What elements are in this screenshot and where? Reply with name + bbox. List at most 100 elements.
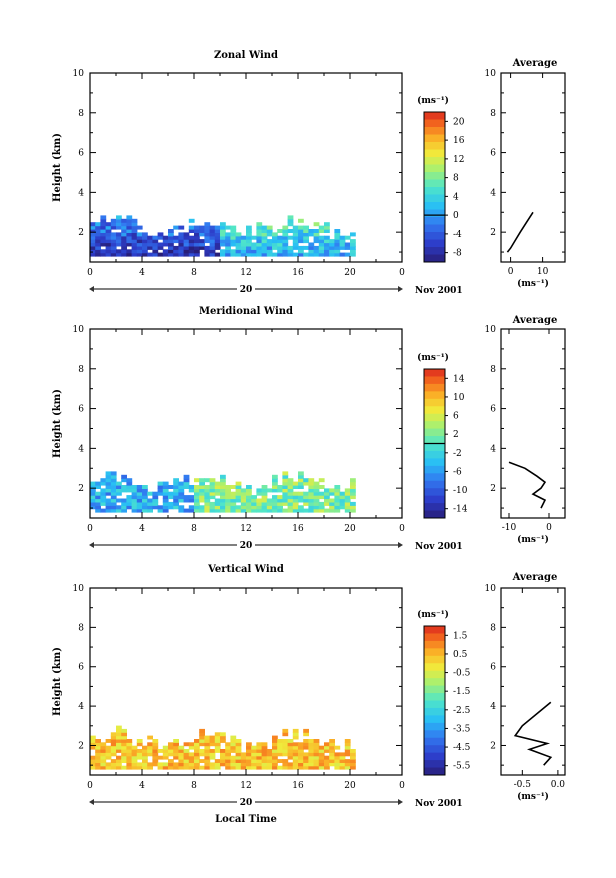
heatmap-cell: [303, 501, 309, 506]
heatmap-cell: [209, 245, 216, 250]
heatmap-cell: [287, 752, 294, 757]
heatmap-cell: [235, 505, 242, 510]
heatmap-cell: [344, 498, 351, 503]
heatmap-cell: [110, 762, 117, 767]
heatmap-cell: [251, 762, 257, 767]
average-y-tick-label: 8: [490, 109, 496, 119]
average-panel: Average 2 4 6 8 10 -0.5 0.0(ms⁻¹): [485, 572, 566, 802]
heatmap-cell: [308, 495, 315, 500]
heatmap-cell: [157, 491, 164, 496]
heatmap-cell: [110, 245, 117, 250]
heatmap-cell: [121, 739, 127, 743]
heatmap-cell: [173, 749, 179, 753]
heatmap-cell: [334, 501, 341, 506]
heatmap-cell: [251, 745, 257, 750]
heatmap-cell: [235, 495, 242, 500]
heatmap-cell: [272, 239, 278, 244]
heatmap-cell: [334, 242, 341, 247]
colorbar-segment: [424, 495, 445, 504]
heatmap-cell: [194, 478, 200, 483]
heatmap-cell: [308, 488, 315, 493]
heatmap-cell: [136, 249, 143, 254]
date-bar-right-marker: [398, 542, 403, 548]
heatmap-cell: [225, 242, 231, 247]
colorbar-segment: [424, 707, 445, 716]
heatmap-cell: [199, 481, 205, 486]
heatmap-cell: [235, 239, 242, 244]
heatmap-cell: [350, 245, 356, 250]
heatmap-cell: [188, 235, 195, 240]
average-frame: [500, 587, 566, 776]
heatmap-cell: [100, 508, 107, 513]
heatmap-cell: [121, 501, 127, 506]
heatmap-cell: [350, 488, 356, 493]
heatmap-cell: [168, 235, 174, 240]
x-tick-label: 16: [292, 524, 304, 534]
heatmap-cell: [142, 755, 148, 760]
heatmap-cell: [142, 245, 148, 250]
heatmap-cell: [334, 252, 341, 257]
heatmap-cell: [298, 471, 304, 476]
x-tick-label: 12: [240, 524, 251, 534]
heatmap-cell: [344, 508, 351, 513]
heatmap-cell: [121, 478, 127, 483]
heatmap-cell: [110, 508, 117, 513]
heatmap-cell: [308, 739, 315, 743]
heatmap-cell: [339, 498, 346, 503]
heatmap-cell: [350, 749, 356, 753]
heatmap-cell: [277, 235, 283, 240]
heatmap-cell: [292, 749, 299, 753]
heatmap-cell: [339, 491, 346, 496]
heatmap-cell: [214, 739, 221, 743]
heatmap-cell: [116, 215, 122, 220]
x-axis: 0 4 8 12 16 20 0: [87, 73, 405, 278]
x-tick-label: 20: [344, 524, 356, 534]
average-x-tick-label: 0: [546, 523, 552, 533]
heatmap-cell: [188, 488, 195, 493]
heatmap-cell: [199, 239, 205, 244]
heatmap-cell: [90, 235, 96, 240]
heatmap-cell: [220, 242, 226, 247]
heatmap-cell: [157, 481, 164, 486]
heatmap-cell: [287, 755, 294, 760]
heatmap-cell: [240, 759, 247, 763]
heatmap-cell: [298, 495, 304, 500]
colorbar-segment: [424, 383, 445, 392]
heatmap-cell: [214, 242, 221, 247]
heatmap-cell: [292, 498, 299, 503]
heatmap-cell: [334, 498, 341, 503]
heatmap-cell: [95, 745, 101, 750]
heatmap-cell: [116, 225, 122, 230]
x-axis: 0 4 8 12 16 20 0: [87, 329, 405, 534]
heatmap-cell: [209, 739, 216, 743]
heatmap-cell: [277, 501, 283, 506]
heatmap-cell: [142, 252, 148, 257]
average-y-tick-label: 2: [490, 228, 496, 238]
heatmap-cell: [100, 759, 107, 763]
heatmap-cell: [277, 239, 283, 244]
heatmap-cell: [287, 235, 294, 240]
heatmap-cell: [261, 225, 268, 230]
heatmap-cell: [90, 242, 96, 247]
heatmap-cell: [324, 749, 330, 753]
heatmap-cell: [287, 222, 294, 227]
heatmap-cell: [344, 235, 351, 240]
heatmap-cell: [136, 225, 143, 230]
heatmap-cell: [261, 249, 268, 254]
heatmap-cell: [350, 239, 356, 244]
heatmap-cell: [277, 508, 283, 513]
heatmap-cell: [220, 474, 226, 479]
average-profile-line: [513, 701, 553, 766]
heatmap-cell: [105, 252, 112, 257]
heatmap-cell: [246, 245, 252, 250]
heatmap-cell: [142, 249, 148, 254]
heatmap-cell: [334, 485, 341, 489]
heatmap-cell: [303, 498, 309, 503]
colorbar-segment: [424, 376, 445, 385]
heatmap-cell: [90, 222, 96, 227]
heatmap-cell: [266, 498, 273, 503]
heatmap-cell: [246, 745, 252, 750]
average-x-tick-label: 10: [537, 267, 549, 277]
heatmap-cell: [90, 485, 96, 489]
heatmap-cell: [100, 229, 107, 233]
